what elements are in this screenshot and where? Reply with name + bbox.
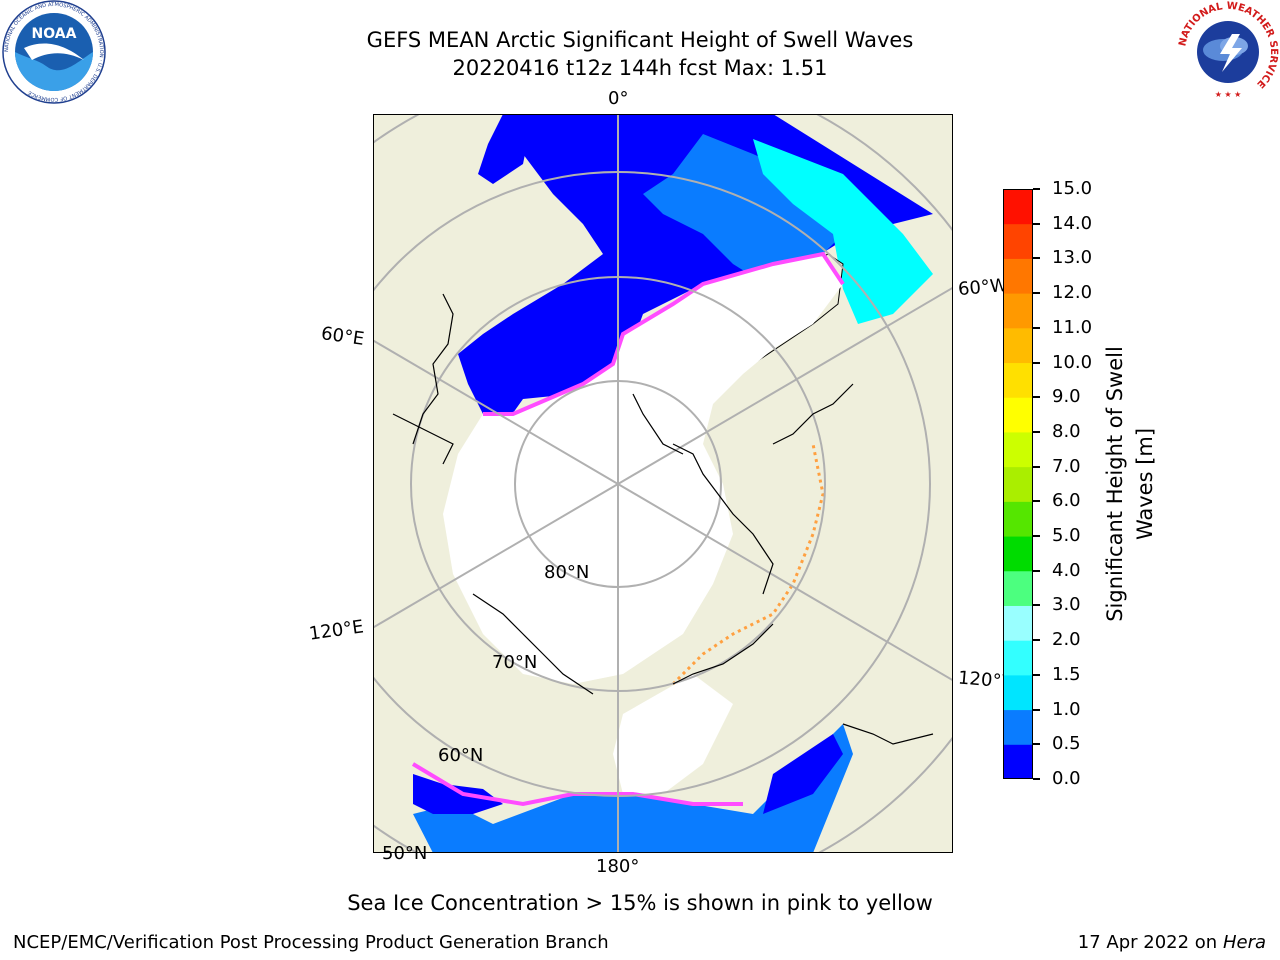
barents-sea-ocean: [478, 114, 533, 184]
svg-text:★ ★ ★: ★ ★ ★: [1215, 90, 1242, 99]
colorbar-title-line2: Waves [m]: [1133, 427, 1157, 541]
colorbar: [1003, 189, 1033, 779]
colorbar-tick-label: 12.0: [1052, 282, 1093, 304]
graticule: [373, 114, 953, 853]
lon-label-60w: 60°W: [957, 274, 1009, 301]
colorbar-block-16: [1003, 189, 1033, 225]
colorbar-block-3: [1003, 640, 1033, 676]
colorbar-tick-mark: [1033, 778, 1040, 780]
colorbar-tick-label: 3.0: [1052, 594, 1081, 616]
colorbar-tick-label: 10.0: [1052, 351, 1093, 373]
colorbar-tick-mark: [1033, 430, 1040, 433]
colorbar-title-line1: Significant Height of Swell: [1103, 346, 1127, 622]
colorbar-tick-label: 13.0: [1052, 247, 1093, 269]
noaa-logo: NATIONAL OCEANIC AND ATMOSPHERIC ADMINIS…: [2, 0, 106, 104]
colorbar-tick-label: 15.0: [1052, 178, 1093, 199]
colorbar-block-5: [1003, 570, 1033, 606]
colorbar-block-14: [1003, 258, 1033, 294]
colorbar-tick-label: 1.0: [1052, 698, 1081, 720]
colorbar-block-15: [1003, 223, 1033, 259]
meridian-60w: [617, 286, 953, 485]
bering-sea-ocean: [413, 724, 853, 853]
colorbar-block-10: [1003, 397, 1033, 433]
colorbar-block-11: [1003, 362, 1033, 398]
colorbar-tick-mark: [1033, 569, 1040, 572]
colorbar-block-13: [1003, 293, 1033, 329]
colorbar-tick-mark: [1033, 500, 1040, 503]
bering-sea-ice: [613, 674, 733, 794]
footer-date-text: 17 Apr 2022 on: [1077, 932, 1223, 953]
meridian-120w: [617, 483, 953, 682]
lat-label-80n: 80°N: [544, 562, 590, 583]
colorbar-tick-mark: [1033, 535, 1040, 538]
gulf-of-alaska-ocean: [763, 734, 843, 814]
colorbar-tick-mark: [1033, 396, 1040, 399]
atlantic-ice-edge: [483, 251, 845, 416]
colorbar-block-8: [1003, 466, 1033, 502]
lon-label-0: 0°: [608, 88, 629, 109]
colorbar-tick-mark: [1033, 465, 1040, 468]
colorbar-block-12: [1003, 327, 1033, 364]
lat-label-70n: 70°N: [492, 652, 538, 673]
colorbar-tick-label: 0.0: [1052, 768, 1081, 789]
colorbar-tick-mark: [1033, 673, 1040, 676]
colorbar-tick-mark: [1033, 639, 1040, 642]
meridian-60e: [373, 339, 619, 485]
okhotsk-sea-ocean: [413, 774, 503, 814]
colorbar-tick-mark: [1033, 326, 1040, 329]
colorbar-block-2: [1003, 674, 1033, 711]
colorbar-tick-mark: [1033, 743, 1040, 746]
sea-ice-note: Sea Ice Concentration > 15% is shown in …: [347, 891, 933, 915]
colorbar-block-0: [1003, 744, 1033, 779]
colorbar-block-9: [1003, 431, 1033, 468]
colorbar-tick-label: 0.5: [1052, 733, 1081, 755]
pacific-ice-edge: [411, 762, 743, 807]
colorbar-tick-mark: [1033, 188, 1040, 190]
colorbar-tick-mark: [1033, 361, 1040, 364]
chart-title: GEFS MEAN Arctic Significant Height of S…: [366, 28, 914, 52]
noaa-logo-text: NOAA: [32, 26, 77, 42]
colorbar-tick-label: 4.0: [1052, 559, 1081, 581]
lat-label-60n: 60°N: [438, 745, 484, 766]
lon-label-60e: 60°E: [319, 323, 366, 350]
footer-date: 17 Apr 2022 on Hera: [1078, 932, 1266, 953]
colorbar-tick-mark: [1033, 257, 1040, 260]
lat-label-50n: 50°N: [382, 843, 428, 864]
colorbar-block-7: [1003, 501, 1033, 537]
polar-map: [373, 114, 953, 853]
chart-subtitle: 20220416 t12z 144h fcst Max: 1.51: [452, 56, 828, 80]
lon-label-180: 180°: [596, 856, 640, 877]
ice-edge-orange: [671, 443, 825, 686]
colorbar-block-4: [1003, 605, 1033, 641]
colorbar-tick-label: 8.0: [1052, 420, 1081, 442]
coastlines: [392, 293, 934, 745]
nws-logo: NATIONAL WEATHER SERVICE ★ ★ ★: [1177, 1, 1279, 103]
north-atlantic-high: [753, 139, 933, 324]
colorbar-tick-label: 7.0: [1052, 455, 1081, 477]
colorbar-tick-mark: [1033, 222, 1040, 225]
colorbar-tick-label: 1.5: [1052, 663, 1081, 685]
colorbar-tick-label: 9.0: [1052, 386, 1081, 408]
meridian-120e: [373, 483, 619, 629]
colorbar-tick-label: 6.0: [1052, 490, 1081, 512]
colorbar-tick-mark: [1033, 292, 1040, 295]
colorbar-block-6: [1003, 536, 1033, 572]
colorbar-tick-mark: [1033, 604, 1040, 607]
colorbar-tick-mark: [1033, 708, 1040, 711]
footer-host: Hera: [1222, 932, 1266, 953]
lon-label-120e: 120°E: [307, 616, 365, 645]
colorbar-tick-label: 5.0: [1052, 525, 1081, 547]
colorbar-tick-label: 14.0: [1052, 212, 1093, 234]
colorbar-block-1: [1003, 709, 1033, 745]
colorbar-tick-label: 2.0: [1052, 629, 1081, 651]
colorbar-tick-label: 11.0: [1052, 316, 1093, 338]
footer-branch: NCEP/EMC/Verification Post Processing Pr…: [13, 932, 609, 953]
